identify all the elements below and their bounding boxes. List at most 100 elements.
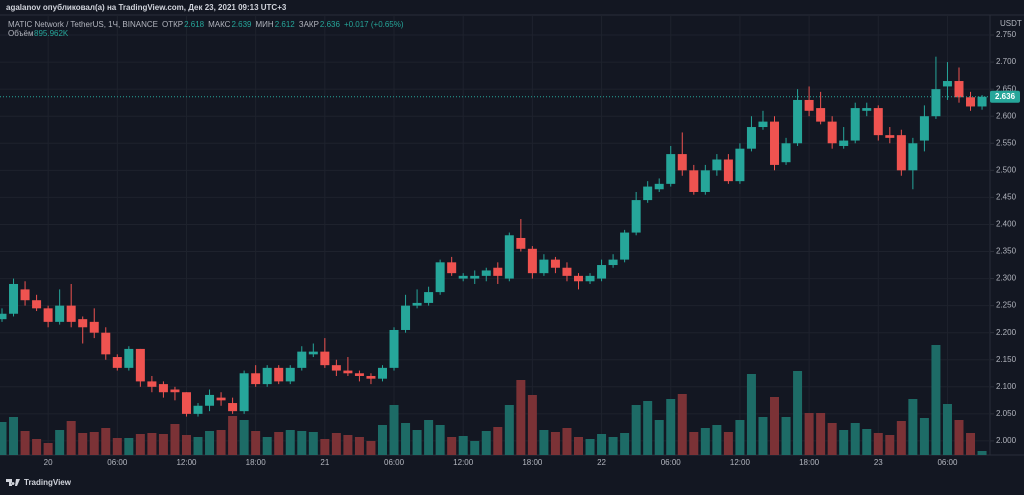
- y-unit: USDT: [1000, 19, 1022, 28]
- volume-bar: [504, 405, 514, 455]
- x-tick-label: 06:00: [937, 458, 958, 467]
- y-tick-label: 2.650: [996, 84, 1017, 93]
- y-tick-label: 2.150: [996, 355, 1017, 364]
- volume-bar: [262, 437, 272, 455]
- candle-body: [631, 200, 641, 233]
- volume-bar: [343, 435, 353, 455]
- y-tick-label: 2.500: [996, 165, 1017, 174]
- candle-body: [308, 351, 318, 355]
- volume-label: Объём: [8, 29, 34, 38]
- volume-bar: [112, 438, 122, 455]
- y-tick-label: 2.550: [996, 138, 1017, 147]
- y-tick-label: 2.050: [996, 409, 1017, 418]
- candle-body: [181, 392, 191, 414]
- candle-body: [723, 159, 733, 182]
- candle-body: [366, 375, 376, 379]
- candle-body: [689, 170, 699, 192]
- volume-bar: [712, 425, 722, 455]
- volume-bar: [228, 416, 238, 455]
- legend-label: ОТКР: [162, 20, 183, 29]
- candle-body: [746, 127, 756, 149]
- candle-body: [896, 135, 906, 171]
- volume-bar: [585, 439, 595, 455]
- candle-body: [170, 389, 180, 393]
- x-tick-label: 20: [44, 458, 53, 467]
- volume-bar: [251, 431, 261, 455]
- volume-bar: [550, 432, 560, 455]
- volume-bar: [320, 439, 330, 455]
- volume-bar: [147, 433, 157, 455]
- candle-body: [493, 267, 503, 276]
- volume-bar: [700, 428, 710, 455]
- volume-bar: [873, 433, 883, 455]
- candle-body: [112, 357, 122, 368]
- x-tick-label: 12:00: [730, 458, 751, 467]
- volume-bar: [862, 429, 872, 455]
- volume-bar: [666, 399, 676, 455]
- volume-value: 895.962K: [34, 29, 69, 38]
- candle-body: [873, 108, 883, 136]
- candle-body: [331, 365, 341, 371]
- legend-value: 2.639: [231, 20, 252, 29]
- last-price-tag: [990, 90, 1020, 103]
- volume-bar: [839, 430, 849, 455]
- page-header: agalanov опубликовал(а) на TradingView.c…: [6, 3, 287, 12]
- volume-bar: [470, 441, 480, 455]
- candle-body: [193, 405, 203, 414]
- volume-bar: [55, 430, 65, 455]
- candle-body: [942, 81, 952, 87]
- volume-bar: [216, 430, 226, 455]
- candle-body: [343, 370, 353, 374]
- volume-bar: [539, 430, 549, 455]
- candle-body: [643, 186, 653, 201]
- volume-bar: [78, 433, 88, 455]
- candle-body: [666, 154, 676, 184]
- volume-bar: [758, 417, 768, 455]
- volume-bar: [735, 420, 745, 455]
- volume-bar: [885, 435, 895, 455]
- x-tick-label: 06:00: [661, 458, 682, 467]
- candle-body: [793, 99, 803, 144]
- volume-bar: [608, 437, 618, 455]
- volume-bar: [205, 431, 215, 455]
- candle-body: [0, 313, 7, 320]
- candle-body: [285, 367, 295, 382]
- candle-body: [447, 262, 457, 274]
- candle-body: [597, 265, 607, 279]
- volume-bar: [32, 439, 42, 455]
- volume-bar: [770, 397, 780, 455]
- candle-body: [89, 321, 99, 333]
- candle-body: [78, 319, 88, 328]
- volume-bar: [689, 432, 699, 455]
- candle-body: [481, 270, 491, 276]
- legend-change: +0.017 (+0.65%): [344, 20, 404, 29]
- candle-body: [66, 305, 76, 322]
- legend: MATIC Network / TetherUS, 1Ч, BINANCE Об…: [8, 20, 404, 38]
- candle-body: [274, 367, 284, 382]
- y-tick-label: 2.300: [996, 274, 1017, 283]
- candle-body: [262, 367, 272, 385]
- candle-body: [781, 143, 791, 163]
- candle-body: [470, 275, 480, 279]
- volume-bar: [458, 436, 468, 455]
- legend-value: 2.636: [320, 20, 341, 29]
- candle-body: [32, 300, 42, 309]
- candle-body: [608, 259, 618, 266]
- x-tick-label: 21: [320, 458, 329, 467]
- footer-logo[interactable]: TradingView: [24, 478, 72, 487]
- volume-bar: [389, 405, 399, 455]
- legend-value: 2.612: [275, 20, 296, 29]
- candle-body: [527, 248, 537, 274]
- candle-body: [320, 351, 330, 366]
- symbol: MATIC Network / TetherUS, 1Ч, BINANCE: [8, 20, 158, 29]
- volume-bar: [654, 420, 664, 455]
- candle-body: [239, 373, 249, 412]
- volume-bar: [620, 433, 630, 455]
- candle-body: [966, 97, 976, 107]
- x-tick-label: 12:00: [453, 458, 474, 467]
- volume-bar: [516, 380, 526, 455]
- x-tick-label: 22: [597, 458, 606, 467]
- candle-body: [458, 275, 468, 279]
- volume-bar: [435, 425, 445, 455]
